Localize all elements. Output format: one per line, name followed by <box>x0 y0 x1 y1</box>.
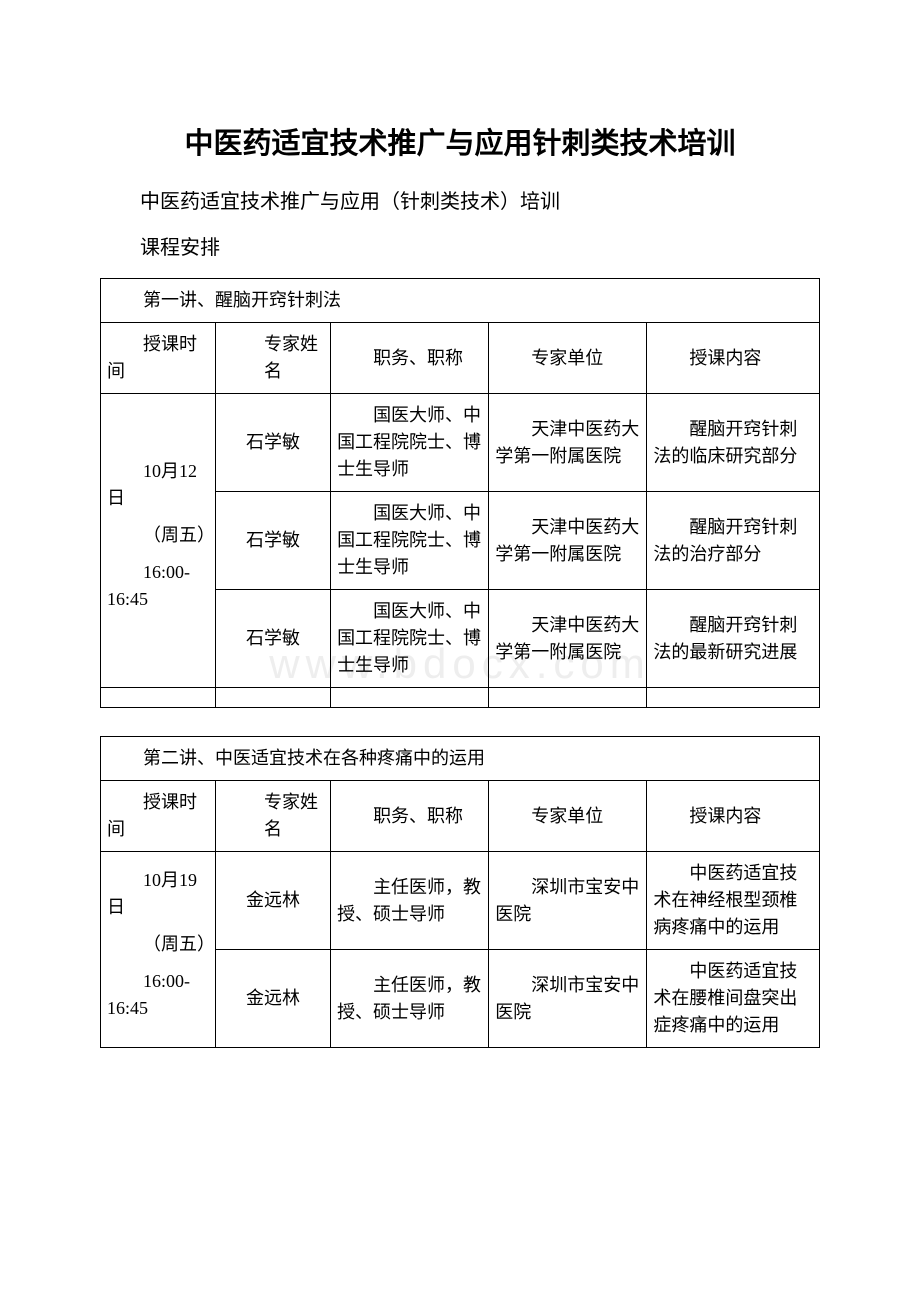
page-title: 中医药适宜技术推广与应用针刺类技术培训 <box>100 120 820 162</box>
lecture-title-cell: 第二讲、中医适宜技术在各种疼痛中的运用 <box>101 737 820 781</box>
cell-content: 醒脑开窍针刺法的治疗部分 <box>647 492 820 590</box>
schedule-label: 课程安排 <box>100 232 820 264</box>
cell-name: 金远林 <box>216 950 331 1048</box>
cell-content: 中医药适宜技术在腰椎间盘突出症疼痛中的运用 <box>647 950 820 1048</box>
subtitle-text: 中医药适宜技术推广与应用（针刺类技术）培训 <box>100 186 820 218</box>
tables-container: 第一讲、醒脑开窍针刺法授课时间专家姓名职务、职称专家单位授课内容10月12日（周… <box>100 278 820 1048</box>
lecture-table: 第一讲、醒脑开窍针刺法授课时间专家姓名职务、职称专家单位授课内容10月12日（周… <box>100 278 820 708</box>
time-cell: 10月12日（周五）16:00-16:45 <box>101 394 216 688</box>
header-time: 授课时间 <box>101 323 216 394</box>
cell-job: 国医大师、中国工程院院士、博士生导师 <box>331 590 489 688</box>
table-row: 10月12日（周五）16:00-16:45石学敏国医大师、中国工程院院士、博士生… <box>101 394 820 492</box>
cell-job: 主任医师，教授、硕士导师 <box>331 950 489 1048</box>
header-time: 授课时间 <box>101 781 216 852</box>
cell-content: 醒脑开窍针刺法的最新研究进展 <box>647 590 820 688</box>
empty-row <box>101 688 820 708</box>
header-name: 专家姓名 <box>216 323 331 394</box>
table-row: 10月19日（周五）16:00-16:45金远林主任医师，教授、硕士导师深圳市宝… <box>101 852 820 950</box>
header-content: 授课内容 <box>647 781 820 852</box>
cell-job: 主任医师，教授、硕士导师 <box>331 852 489 950</box>
cell-job: 国医大师、中国工程院院士、博士生导师 <box>331 394 489 492</box>
lecture-table: 第二讲、中医适宜技术在各种疼痛中的运用授课时间专家姓名职务、职称专家单位授课内容… <box>100 736 820 1048</box>
header-name: 专家姓名 <box>216 781 331 852</box>
cell-name: 石学敏 <box>216 590 331 688</box>
cell-job: 国医大师、中国工程院院士、博士生导师 <box>331 492 489 590</box>
cell-unit: 天津中医药大学第一附属医院 <box>489 492 647 590</box>
lecture-title-cell: 第一讲、醒脑开窍针刺法 <box>101 279 820 323</box>
cell-unit: 深圳市宝安中医院 <box>489 852 647 950</box>
cell-unit: 深圳市宝安中医院 <box>489 950 647 1048</box>
cell-name: 金远林 <box>216 852 331 950</box>
header-unit: 专家单位 <box>489 781 647 852</box>
header-job: 职务、职称 <box>331 781 489 852</box>
cell-content: 中医药适宜技术在神经根型颈椎病疼痛中的运用 <box>647 852 820 950</box>
cell-unit: 天津中医药大学第一附属医院 <box>489 394 647 492</box>
cell-unit: 天津中医药大学第一附属医院 <box>489 590 647 688</box>
header-content: 授课内容 <box>647 323 820 394</box>
cell-name: 石学敏 <box>216 394 331 492</box>
time-cell: 10月19日（周五）16:00-16:45 <box>101 852 216 1048</box>
document-content: 中医药适宜技术推广与应用针刺类技术培训 中医药适宜技术推广与应用（针刺类技术）培… <box>100 120 820 1048</box>
cell-name: 石学敏 <box>216 492 331 590</box>
header-job: 职务、职称 <box>331 323 489 394</box>
header-unit: 专家单位 <box>489 323 647 394</box>
cell-content: 醒脑开窍针刺法的临床研究部分 <box>647 394 820 492</box>
